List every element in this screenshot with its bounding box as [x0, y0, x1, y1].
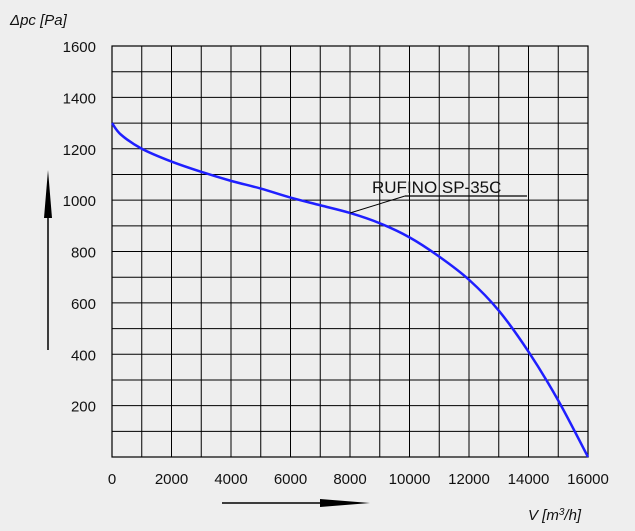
x-axis-title: V [m3/h]: [528, 507, 582, 525]
annotation-layer: RUFINO SP-35C: [349, 178, 527, 214]
x-axis-title-end: /h]: [563, 507, 582, 524]
y-tick-label: 1000: [63, 193, 96, 210]
x-tick-label: 12000: [448, 471, 490, 488]
y-tick-labels: 200 400 600 800 1000 1200 1400 1600: [63, 39, 96, 416]
x-direction-arrowhead: [320, 499, 370, 507]
y-tick-label: 200: [71, 399, 96, 416]
x-tick-label: 2000: [155, 471, 188, 488]
x-tick-label: 16000: [567, 471, 609, 488]
plot-frame: [111, 45, 589, 458]
y-direction-arrowhead: [44, 170, 52, 218]
annotation-label: RUFINO SP-35C: [372, 178, 501, 197]
x-tick-label: 6000: [274, 471, 307, 488]
y-tick-label: 1600: [63, 39, 96, 56]
y-tick-label: 600: [71, 296, 96, 313]
series-layer: [110, 122, 590, 458]
x-tick-label: 0: [108, 471, 116, 488]
series-line: [110, 122, 590, 458]
x-axis-title-sup: 3: [559, 507, 565, 518]
x-tick-label: 14000: [508, 471, 550, 488]
grid: [112, 46, 588, 457]
x-axis-title-main: V [m: [528, 507, 559, 524]
x-tick-labels: 0 2000 4000 6000 8000 10000 12000 14000 16000: [108, 471, 609, 488]
annotation-leader: [349, 195, 406, 214]
y-tick-label: 400: [71, 347, 96, 364]
y-tick-label: 800: [71, 245, 96, 262]
y-tick-label: 1400: [63, 90, 96, 107]
y-tick-label: 1200: [63, 142, 96, 159]
x-tick-label: 4000: [214, 471, 247, 488]
x-tick-label: 8000: [333, 471, 366, 488]
x-tick-label: 10000: [389, 471, 431, 488]
y-axis-title: Δpc [Pa]: [9, 12, 68, 29]
